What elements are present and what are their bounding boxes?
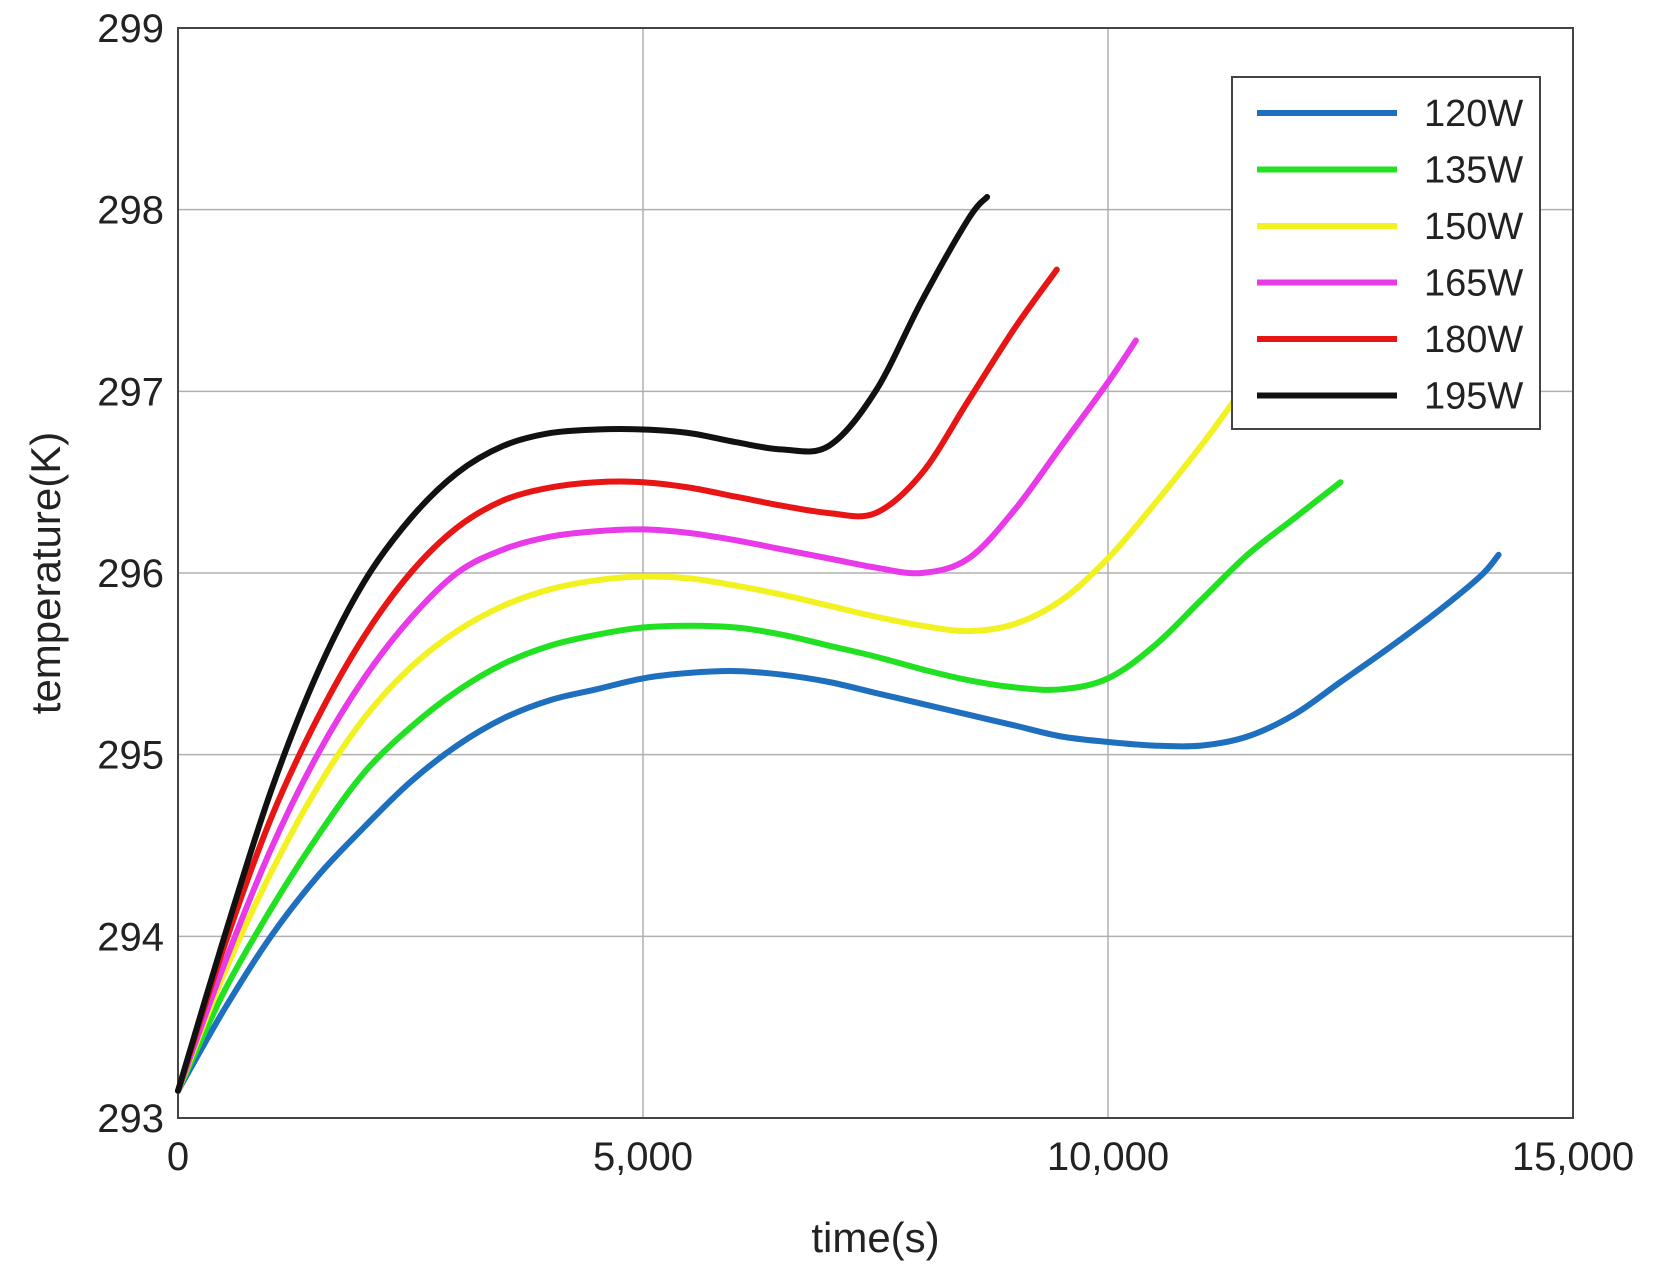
axis-ticks: 0 5,000 10,000 15,000 293 294 295 296 297 298 299 <box>97 7 1634 1179</box>
y-tick-label: 296 <box>97 552 164 596</box>
y-tick-label: 295 <box>97 734 164 778</box>
legend-label: 180W <box>1424 319 1523 361</box>
legend: 120W 135W 150W 165W 180W 195W <box>1231 76 1541 430</box>
series-line-150W <box>175 392 1242 1094</box>
legend-label: 165W <box>1424 263 1523 305</box>
legend-label: 150W <box>1424 206 1523 248</box>
y-tick-label: 298 <box>97 189 164 233</box>
legend-label: 135W <box>1424 150 1523 192</box>
y-tick-label: 293 <box>97 1097 164 1141</box>
x-tick-label: 10,000 <box>1047 1135 1169 1179</box>
y-tick-label: 297 <box>97 370 164 414</box>
series-line-120W <box>175 551 1502 1094</box>
legend-label: 120W <box>1424 93 1523 135</box>
y-axis-label: temperature(K) <box>22 432 69 714</box>
legend-box <box>1231 76 1541 430</box>
y-tick-label: 299 <box>97 7 164 51</box>
series-line-135W <box>175 479 1344 1094</box>
legend-label: 195W <box>1424 376 1523 418</box>
x-tick-label: 15,000 <box>1512 1135 1634 1179</box>
plot-area-frame <box>177 27 1574 1119</box>
series-line-165W <box>175 337 1139 1094</box>
x-tick-label: 5,000 <box>593 1135 693 1179</box>
y-tick-label: 294 <box>97 915 164 959</box>
x-axis-label: time(s) <box>811 1214 939 1261</box>
x-tick-label: 0 <box>167 1135 189 1179</box>
series-line-180W <box>175 266 1060 1094</box>
series-line-195W <box>175 194 991 1094</box>
series-lines <box>175 194 1502 1094</box>
